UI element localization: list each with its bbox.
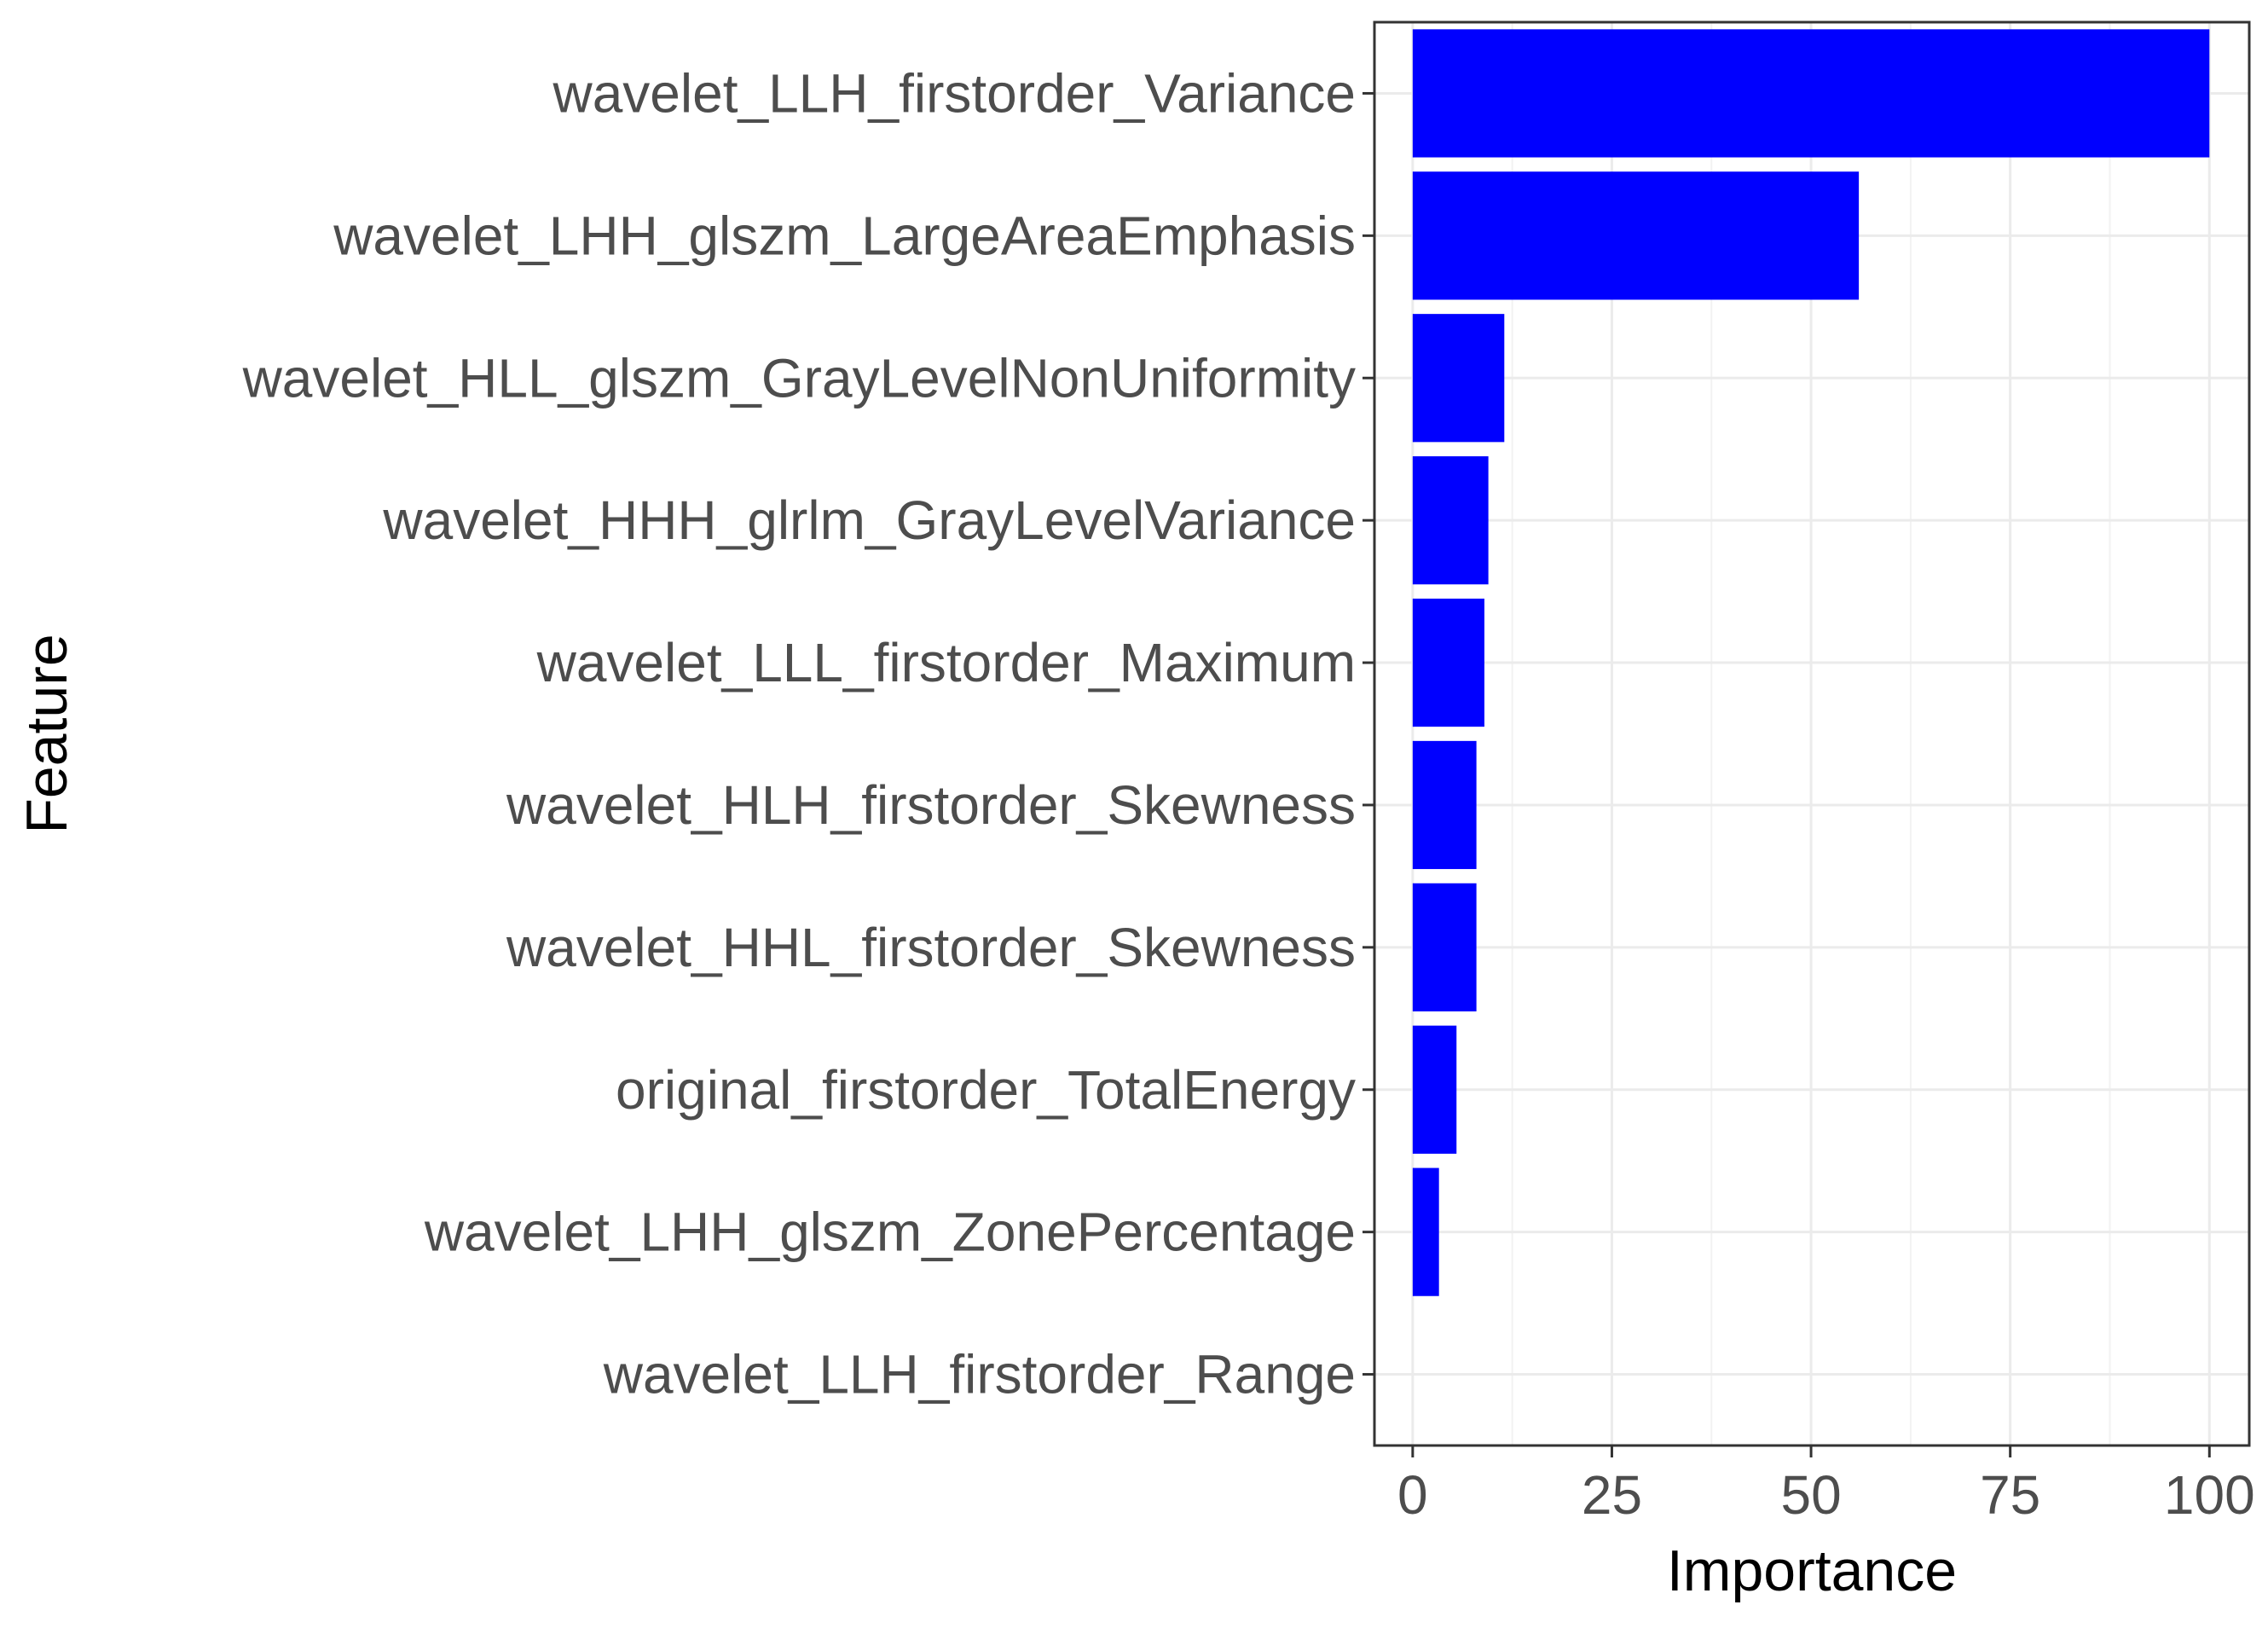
- y-axis-title: Feature: [14, 634, 79, 833]
- y-tick-label: wavelet_LLH_firstorder_Range: [603, 1344, 1356, 1405]
- bar: [1412, 1025, 1457, 1154]
- bar: [1412, 456, 1489, 585]
- y-tick-label: wavelet_LLL_firstorder_Maximum: [536, 632, 1356, 693]
- y-tick-label: wavelet_HLL_glszm_GrayLevelNonUniformity: [242, 347, 1356, 408]
- x-tick-label: 0: [1397, 1464, 1428, 1526]
- y-tick-label: wavelet_HHL_firstorder_Skewness: [506, 917, 1356, 978]
- bar: [1412, 1167, 1439, 1296]
- x-tick-label: 75: [1980, 1464, 2040, 1526]
- y-axis-ticks: wavelet_LLH_firstorder_Variance wavelet_L…: [242, 62, 1374, 1405]
- bar: [1412, 314, 1505, 443]
- y-tick-label: wavelet_HHH_glrlm_GrayLevelVariance: [382, 490, 1356, 551]
- x-tick-label: 25: [1582, 1464, 1642, 1526]
- y-tick-label: wavelet_HLH_firstorder_Skewness: [506, 774, 1356, 836]
- bar: [1412, 171, 1860, 300]
- bar: [1412, 740, 1477, 870]
- x-tick-label: 50: [1780, 1464, 1841, 1526]
- bar: [1412, 29, 2210, 158]
- y-tick-label: original_firstorder_TotalEnergy: [616, 1059, 1356, 1121]
- x-axis-ticks: 0 25 50 75 100: [1397, 1446, 2255, 1526]
- x-tick-label: 100: [2164, 1464, 2255, 1526]
- y-tick-label: wavelet_LHH_glszm_LargeAreaEmphasis: [333, 205, 1356, 266]
- bar: [1412, 598, 1484, 727]
- y-tick-label: wavelet_LHH_glszm_ZonePercentage: [424, 1202, 1356, 1263]
- bars: [1412, 29, 2210, 1296]
- x-axis-title: Importance: [1667, 1538, 1957, 1603]
- bar: [1412, 883, 1477, 1011]
- y-tick-label: wavelet_LLH_firstorder_Variance: [552, 62, 1356, 124]
